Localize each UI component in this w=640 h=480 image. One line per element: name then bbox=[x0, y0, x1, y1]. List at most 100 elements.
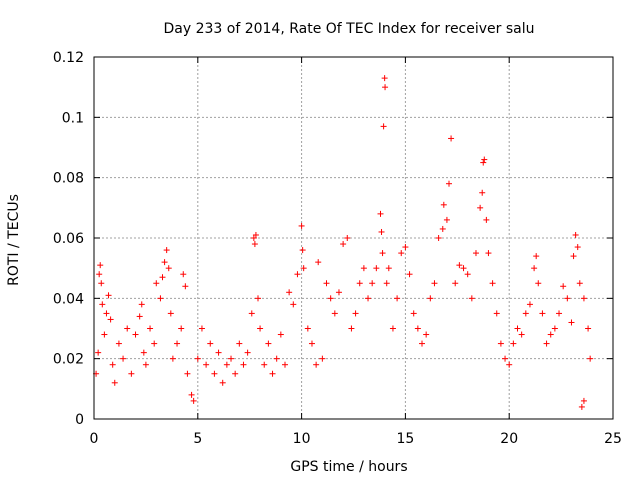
data-point bbox=[533, 253, 540, 260]
data-point bbox=[136, 313, 143, 320]
data-point bbox=[286, 289, 293, 296]
data-point bbox=[290, 301, 297, 308]
data-point bbox=[378, 228, 385, 235]
x-axis-label: GPS time / hours bbox=[290, 459, 407, 475]
data-point bbox=[252, 231, 259, 238]
data-point bbox=[219, 379, 226, 386]
data-point bbox=[570, 253, 577, 260]
data-point bbox=[398, 250, 405, 257]
data-point bbox=[315, 259, 322, 266]
data-point bbox=[373, 265, 380, 272]
data-point bbox=[277, 331, 284, 338]
data-point bbox=[281, 361, 288, 368]
data-point bbox=[522, 310, 529, 317]
data-point bbox=[194, 355, 201, 362]
data-point bbox=[531, 265, 538, 272]
data-point bbox=[105, 292, 112, 299]
data-point bbox=[184, 370, 191, 377]
data-point bbox=[269, 370, 276, 377]
data-point bbox=[109, 361, 116, 368]
x-tick-label: 0 bbox=[90, 431, 99, 447]
y-axis-label: ROTI / TECUs bbox=[6, 194, 22, 286]
data-point bbox=[452, 280, 459, 287]
data-point bbox=[587, 355, 594, 362]
data-point bbox=[564, 295, 571, 302]
data-point bbox=[464, 271, 471, 278]
data-point bbox=[120, 355, 127, 362]
data-point bbox=[298, 222, 305, 229]
data-point bbox=[261, 361, 268, 368]
data-point bbox=[265, 340, 272, 347]
data-point bbox=[360, 265, 367, 272]
data-point bbox=[460, 265, 467, 272]
data-point bbox=[215, 349, 222, 356]
x-tick-label: 15 bbox=[396, 431, 414, 447]
data-point bbox=[151, 340, 158, 347]
data-point bbox=[236, 340, 243, 347]
data-point bbox=[560, 283, 567, 290]
data-point bbox=[493, 310, 500, 317]
data-point bbox=[308, 340, 315, 347]
data-point bbox=[431, 280, 438, 287]
data-point bbox=[142, 361, 149, 368]
data-point bbox=[232, 370, 239, 377]
data-point bbox=[551, 325, 558, 332]
data-point bbox=[159, 274, 166, 281]
data-point bbox=[423, 331, 430, 338]
data-point bbox=[96, 271, 103, 278]
data-point bbox=[497, 340, 504, 347]
data-point bbox=[352, 310, 359, 317]
data-point bbox=[128, 370, 135, 377]
data-point bbox=[518, 331, 525, 338]
data-point bbox=[477, 204, 484, 211]
data-point bbox=[319, 355, 326, 362]
data-point bbox=[124, 325, 131, 332]
data-point bbox=[174, 340, 181, 347]
data-point bbox=[380, 123, 387, 130]
x-tick-label: 20 bbox=[500, 431, 518, 447]
data-point bbox=[427, 295, 434, 302]
data-point bbox=[394, 295, 401, 302]
data-point bbox=[383, 280, 390, 287]
x-tick-label: 10 bbox=[293, 431, 311, 447]
data-point bbox=[369, 280, 376, 287]
data-point bbox=[223, 361, 230, 368]
axis-ticks: 0 5 10 15 20 25 0 0.02 0.04 0.06 0.08 0.1 0.12 bbox=[53, 50, 622, 447]
data-point bbox=[294, 271, 301, 278]
data-point bbox=[389, 325, 396, 332]
data-point bbox=[468, 295, 475, 302]
data-point bbox=[574, 244, 581, 251]
data-point bbox=[535, 280, 542, 287]
data-point bbox=[576, 280, 583, 287]
data-point bbox=[580, 295, 587, 302]
x-tick-label: 5 bbox=[193, 431, 202, 447]
data-point bbox=[382, 84, 389, 91]
data-point bbox=[255, 295, 262, 302]
data-point bbox=[323, 280, 330, 287]
data-point bbox=[348, 325, 355, 332]
data-point bbox=[456, 262, 463, 269]
data-point bbox=[165, 265, 172, 272]
data-point bbox=[489, 280, 496, 287]
y-tick-label: 0.08 bbox=[53, 171, 84, 187]
data-point bbox=[228, 355, 235, 362]
y-tick-label: 0.1 bbox=[62, 110, 84, 126]
data-point bbox=[250, 235, 257, 241]
data-point bbox=[543, 340, 550, 347]
data-points bbox=[93, 75, 594, 410]
data-point bbox=[198, 325, 205, 332]
data-point bbox=[115, 340, 122, 347]
data-point bbox=[99, 301, 106, 308]
data-point bbox=[182, 283, 189, 290]
data-point bbox=[327, 295, 334, 302]
grid bbox=[94, 57, 613, 419]
y-tick-label: 0 bbox=[75, 412, 84, 428]
data-point bbox=[304, 325, 311, 332]
data-point bbox=[402, 244, 409, 251]
data-point bbox=[365, 295, 372, 302]
data-point bbox=[568, 319, 575, 326]
y-tick-label: 0.02 bbox=[53, 352, 84, 368]
data-point bbox=[98, 280, 105, 287]
data-point bbox=[180, 271, 187, 278]
